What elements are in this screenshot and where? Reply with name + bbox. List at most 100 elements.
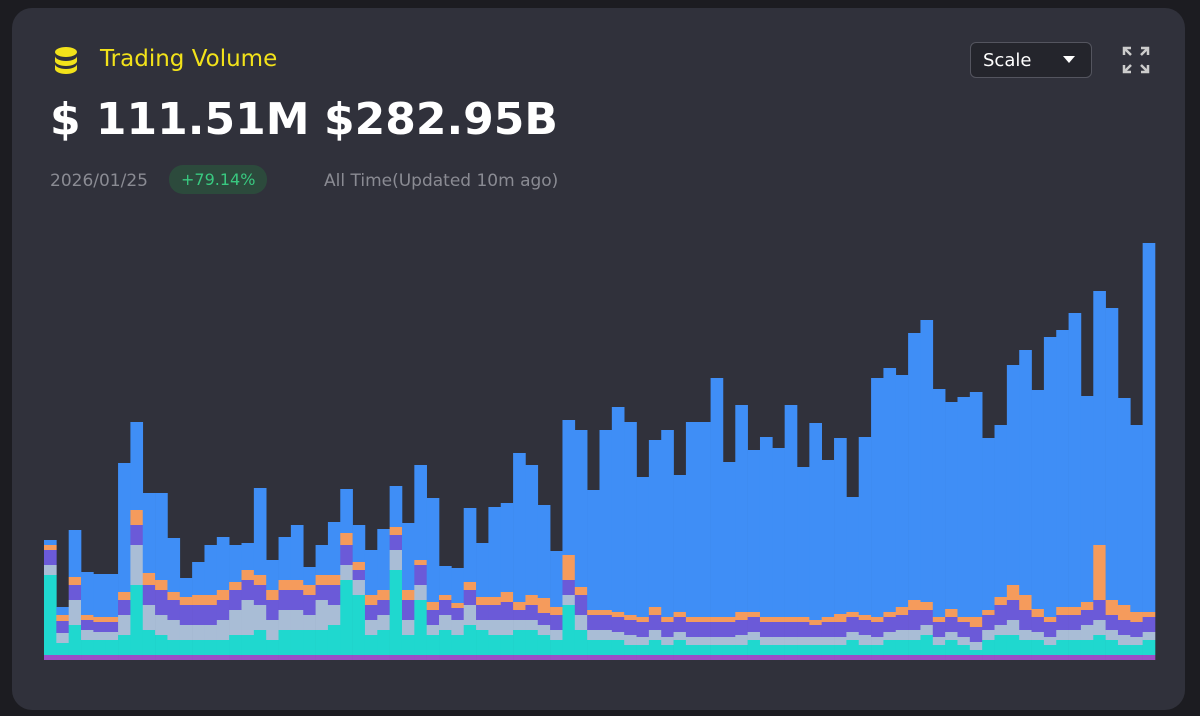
bar-segment: [587, 610, 600, 615]
bar-segment: [105, 640, 119, 655]
bar-segment: [710, 617, 724, 622]
bar-segment: [574, 655, 588, 660]
bar-segment: [278, 655, 292, 660]
bar-segment: [624, 655, 637, 660]
bar-segment: [241, 580, 255, 600]
bar-segment: [229, 590, 242, 610]
bar-segment: [1068, 615, 1082, 630]
bar-segment: [636, 645, 650, 655]
bar-segment: [1068, 607, 1082, 615]
bar-segment: [871, 645, 884, 655]
bar-segment: [1117, 605, 1131, 620]
bar-segment: [846, 617, 860, 632]
bar-segment: [1093, 655, 1106, 660]
bar-segment: [364, 550, 378, 595]
bar-segment: [179, 597, 193, 605]
scale-dropdown[interactable]: Scale: [970, 42, 1092, 78]
bar-segment: [68, 655, 82, 660]
expand-button[interactable]: [1122, 46, 1150, 74]
bar-segment: [352, 580, 366, 595]
bar-segment: [587, 490, 600, 610]
bar-segment: [747, 612, 761, 617]
bar-segment: [685, 422, 699, 617]
bar-segment: [698, 617, 711, 622]
bar-segment: [229, 545, 242, 582]
bar-segment: [216, 600, 230, 620]
bar-segment: [587, 615, 600, 630]
bar-segment: [68, 625, 82, 655]
bar-segment: [994, 655, 1008, 660]
bar-segment: [673, 617, 687, 632]
bar-segment: [364, 620, 378, 635]
bar-segment: [747, 655, 761, 660]
bar-segment: [599, 610, 613, 615]
bar-segment: [1056, 607, 1069, 615]
bar-segment: [969, 392, 983, 617]
bar-segment: [698, 637, 711, 645]
bar-segment: [1043, 637, 1057, 645]
bar-segment: [1019, 630, 1032, 640]
bar-segment: [821, 622, 835, 637]
bar-segment: [1080, 396, 1094, 602]
bar-segment: [56, 607, 69, 615]
bar-segment: [821, 645, 835, 655]
bar-segment: [797, 467, 810, 617]
bar-segment: [759, 437, 773, 617]
bar-segment: [476, 620, 489, 630]
bar-segment: [525, 605, 539, 620]
bar-segment: [710, 655, 724, 660]
bar-segment: [1117, 635, 1131, 645]
bar-segment: [167, 620, 181, 640]
bar-segment: [118, 463, 131, 592]
bar-segment: [179, 605, 193, 625]
bar-segment: [81, 572, 94, 615]
bar-segment: [327, 605, 341, 625]
bar-segment: [982, 615, 995, 630]
bar-segment: [685, 645, 699, 655]
bar-segment: [759, 622, 773, 637]
bar-segment: [747, 632, 761, 640]
bar-segment: [389, 655, 403, 660]
bar-segment: [1080, 602, 1094, 610]
bar-segment: [179, 640, 193, 655]
bar-segment: [932, 622, 946, 637]
bar-segment: [636, 477, 650, 617]
bar-segment: [858, 635, 872, 645]
scale-label: Scale: [983, 50, 1032, 71]
bar-segment: [142, 605, 156, 630]
bar-segment: [1130, 637, 1143, 645]
bar-segment: [797, 637, 810, 645]
bar-segment: [735, 405, 748, 612]
bar-segment: [130, 545, 144, 585]
bar-segment: [846, 612, 860, 617]
bar-segment: [982, 630, 995, 640]
bar-segment: [611, 632, 625, 640]
bar-segment: [253, 655, 267, 660]
bar-segment: [1130, 655, 1143, 660]
bar-segment: [969, 650, 983, 655]
bar-segment: [846, 497, 860, 612]
bar-segment: [574, 595, 588, 615]
bar-segment: [957, 617, 971, 622]
bar-segment: [290, 525, 304, 580]
bar-segment: [142, 630, 156, 655]
bar-segment: [1031, 617, 1045, 632]
bar-segment: [340, 565, 353, 580]
bar-segment: [401, 635, 415, 655]
bar-segment: [315, 630, 329, 655]
bar-segment: [266, 560, 279, 590]
bar-segment: [93, 632, 107, 640]
bar-segment: [118, 615, 131, 635]
bar-segment: [747, 640, 761, 655]
bar-segment: [266, 640, 279, 655]
bar-segment: [908, 655, 921, 660]
bar-segment: [895, 630, 909, 640]
bar-segment: [56, 655, 69, 660]
bar-segment: [500, 635, 514, 655]
bar-segment: [278, 580, 292, 590]
bar-segment: [253, 575, 267, 585]
bar-segment: [155, 655, 168, 660]
bar-segment: [735, 645, 748, 655]
bar-segment: [969, 617, 983, 627]
bar-segment: [290, 610, 304, 630]
